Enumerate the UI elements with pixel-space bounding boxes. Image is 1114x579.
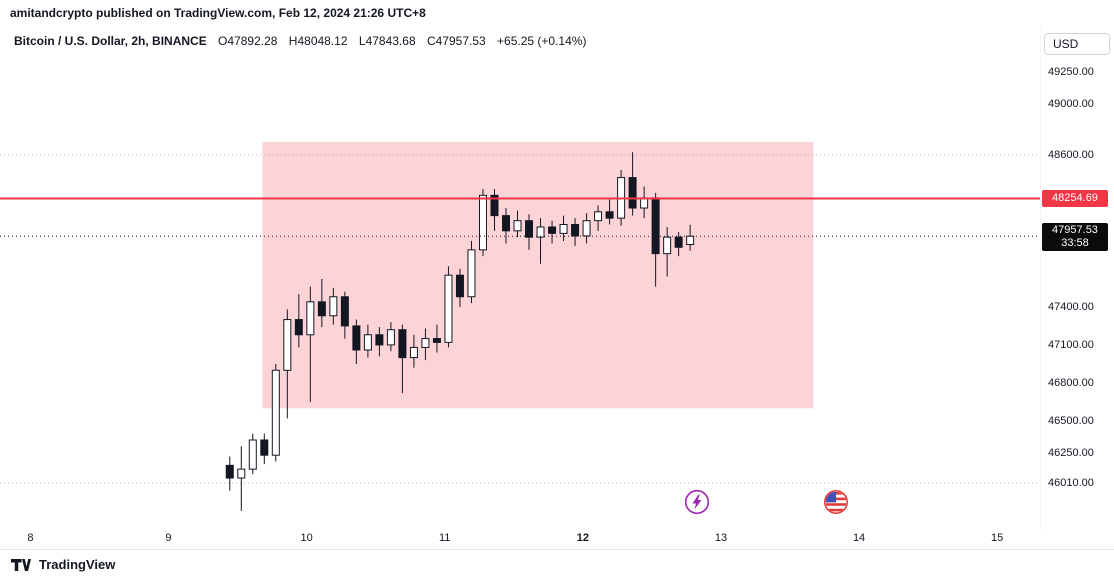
- ohlc-high: H48048.12: [288, 34, 348, 48]
- attribution-text: amitandcrypto published on TradingView.c…: [10, 6, 426, 20]
- change-value: +65.25 (+0.14%): [497, 34, 587, 48]
- time-axis-label: 9: [165, 532, 172, 544]
- time-axis-label: 11: [439, 532, 451, 544]
- bar-countdown: 33:58: [1061, 237, 1089, 250]
- time-axis-label: 12: [576, 532, 589, 544]
- ohlc-low: L47843.68: [358, 34, 416, 48]
- footer-bar: TradingView: [0, 549, 1114, 579]
- price-axis[interactable]: USD 48254.69 47957.53 33:58 49250.00 4900…: [1040, 28, 1114, 530]
- time-axis-label: 14: [852, 532, 866, 544]
- price-axis-label: 47100.00: [1048, 338, 1094, 351]
- symbol-title: Bitcoin / U.S. Dollar, 2h, BINANCE: [14, 34, 207, 48]
- tradingview-logo-icon[interactable]: [10, 557, 32, 573]
- tradingview-brand[interactable]: TradingView: [39, 557, 116, 572]
- ohlc-open: O47892.28: [218, 34, 278, 48]
- price-axis-label: 49000.00: [1048, 98, 1094, 111]
- price-axis-label: 46010.00: [1048, 477, 1094, 490]
- time-axis-label: 8: [27, 532, 34, 544]
- price-axis-label: 48600.00: [1048, 148, 1094, 161]
- last-price-tag: 47957.53 33:58: [1042, 223, 1108, 252]
- price-axis-label: 49250.00: [1048, 66, 1094, 79]
- time-axis-label: 10: [300, 532, 313, 544]
- time-axis[interactable]: 8 9 10 11 12 13 14 15: [0, 530, 1040, 549]
- last-price-value: 47957.53: [1052, 224, 1098, 237]
- price-axis-label: 46250.00: [1048, 446, 1094, 459]
- time-axis-label: 15: [991, 532, 1004, 544]
- chart-area[interactable]: [0, 28, 1040, 530]
- candlestick-chart[interactable]: [0, 28, 1040, 530]
- price-axis-label: 47400.00: [1048, 300, 1094, 313]
- time-axis-label: 13: [714, 532, 728, 544]
- price-axis-label: 46500.00: [1048, 414, 1094, 427]
- lightning-event-icon[interactable]: [684, 489, 710, 515]
- symbol-legend: Bitcoin / U.S. Dollar, 2h, BINANCE O4789…: [14, 34, 586, 48]
- currency-button[interactable]: USD: [1044, 33, 1110, 55]
- us-flag-event-icon[interactable]: [823, 489, 849, 515]
- ohlc-close: C47957.53: [426, 34, 486, 48]
- price-axis-label: 46800.00: [1048, 376, 1094, 389]
- red-price-tag: 48254.69: [1042, 189, 1108, 207]
